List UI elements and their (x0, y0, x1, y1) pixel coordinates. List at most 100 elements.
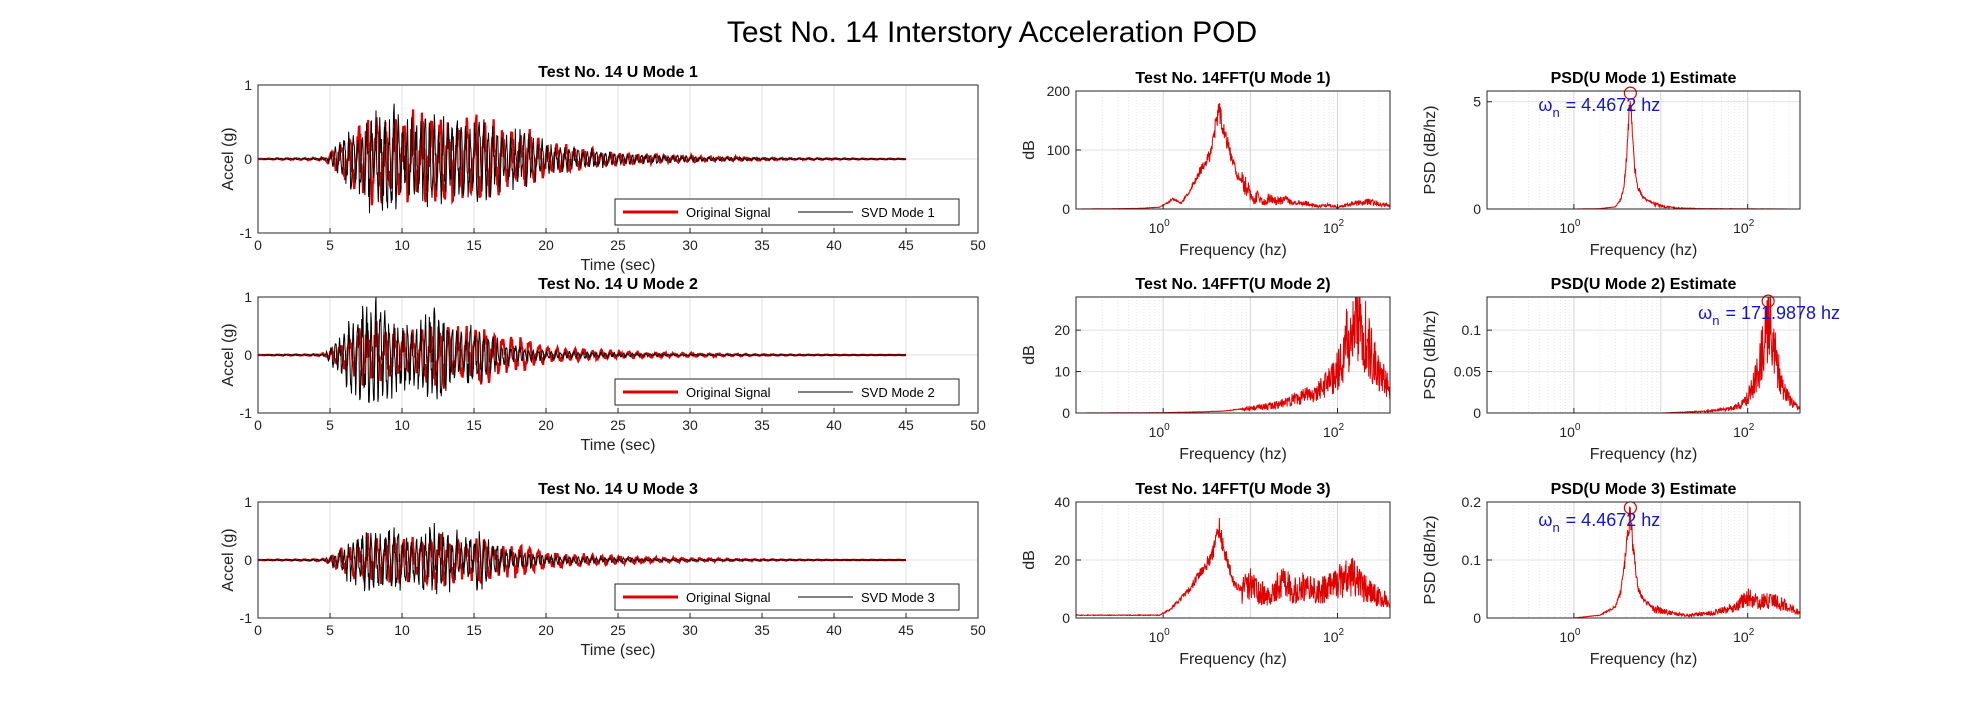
y-axis-label: Accel (g) (220, 528, 237, 591)
y-tick-label: 20 (1054, 322, 1070, 338)
y-tick-label: 0 (1062, 610, 1070, 626)
x-tick-exponent: 0 (1164, 627, 1170, 638)
peak-value: = 4.4672 hz (1566, 510, 1661, 530)
x-axis-label: Time (sec) (581, 642, 656, 659)
x-tick-label: 45 (898, 417, 914, 433)
peak-annotation: ωn = 171.9878 hz (1698, 303, 1840, 328)
y-axis-label: PSD (dB/hz) (1422, 516, 1439, 605)
x-tick-label: 20 (538, 237, 554, 253)
y-axis-label: dB (1021, 345, 1038, 365)
x-tick-label: 25 (610, 237, 626, 253)
legend-label-svd: SVD Mode 1 (861, 205, 935, 220)
subplot-title: Test No. 14 U Mode 1 (538, 64, 698, 81)
legend: Original Signal SVD Mode 2 (614, 378, 960, 406)
axes-box (1486, 90, 1801, 210)
y-tick-label: 0 (244, 552, 252, 568)
x-tick-exponent: 2 (1749, 422, 1755, 433)
y-tick-label: 0.05 (1454, 364, 1481, 380)
x-tick-label: 40 (826, 237, 842, 253)
x-axis-label: Time (sec) (581, 257, 656, 274)
x-axis-label: Frequency (hz) (1179, 446, 1287, 463)
x-tick-label: 5 (326, 417, 334, 433)
y-tick-label: 0 (244, 347, 252, 363)
legend: Original Signal SVD Mode 1 (614, 198, 960, 226)
x-tick-label: 25 (610, 622, 626, 638)
legend-label-original: Original Signal (686, 205, 771, 220)
y-tick-label: 200 (1047, 83, 1071, 99)
series-line-2 (258, 297, 906, 403)
x-tick-label: 15 (466, 622, 482, 638)
y-tick-label: 0.1 (1462, 322, 1482, 338)
x-tick-label: 50 (970, 237, 986, 253)
x-tick-label: 10 (394, 237, 410, 253)
x-axis-label: Frequency (hz) (1590, 242, 1698, 259)
y-tick-label: 0 (1473, 610, 1481, 626)
omega-subscript: n (1552, 520, 1559, 535)
subplot-title: PSD(U Mode 1) Estimate (1551, 70, 1737, 87)
omega-symbol: ω (1698, 303, 1712, 323)
x-tick-label: 0 (254, 237, 262, 253)
y-tick-label: 0 (1473, 201, 1481, 217)
y-tick-label: 0 (1062, 405, 1070, 421)
x-axis-label: Frequency (hz) (1590, 446, 1698, 463)
x-tick-label: 25 (610, 417, 626, 433)
x-tick-label: 30 (682, 622, 698, 638)
peak-value: = 4.4672 hz (1566, 95, 1661, 115)
peak-annotation: ωn = 4.4672 hz (1538, 510, 1660, 535)
y-tick-label: 100 (1047, 142, 1071, 158)
y-axis-label: Accel (g) (220, 323, 237, 386)
figure-title: Test No. 14 Interstory Acceleration POD (727, 16, 1257, 49)
x-tick-exponent: 2 (1339, 627, 1345, 638)
y-tick-label: 1 (244, 289, 252, 305)
y-axis-label: PSD (dB/hz) (1422, 311, 1439, 400)
x-tick-exponent: 0 (1575, 422, 1581, 433)
x-tick-label: 10 (394, 622, 410, 638)
x-axis-label: Frequency (hz) (1179, 651, 1287, 668)
x-axis-label: Time (sec) (581, 437, 656, 454)
y-tick-label: 1 (244, 494, 252, 510)
x-tick-exponent: 2 (1749, 218, 1755, 229)
omega-symbol: ω (1538, 510, 1552, 530)
x-tick-label: 10 (394, 417, 410, 433)
peak-value: = 171.9878 hz (1725, 303, 1840, 323)
x-tick-label: 45 (898, 237, 914, 253)
subplot-title: Test No. 14 U Mode 3 (538, 481, 698, 498)
x-tick-label: 45 (898, 622, 914, 638)
y-axis-label: Accel (g) (220, 127, 237, 190)
subplot-title: PSD(U Mode 3) Estimate (1551, 481, 1737, 498)
x-tick-label: 35 (754, 417, 770, 433)
x-tick-label: 15 (466, 417, 482, 433)
y-tick-label: 40 (1054, 494, 1070, 510)
x-tick-label: 50 (970, 417, 986, 433)
series-line-2 (258, 103, 907, 214)
y-tick-label: -1 (240, 610, 253, 626)
subplot-title: Test No. 14FFT(U Mode 3) (1135, 481, 1330, 498)
y-tick-label: 0.2 (1462, 494, 1482, 510)
legend-label-svd: SVD Mode 2 (861, 385, 935, 400)
y-tick-label: 1 (244, 77, 252, 93)
subplot-title: Test No. 14FFT(U Mode 2) (1135, 276, 1330, 293)
spectrum-line (1075, 517, 1391, 617)
peak-annotation: ωn = 4.4672 hz (1538, 95, 1660, 120)
legend: Original Signal SVD Mode 3 (614, 583, 960, 611)
subplot-title: Test No. 14 U Mode 2 (538, 276, 698, 293)
axes-box (1075, 296, 1391, 414)
y-tick-label: -1 (240, 405, 253, 421)
x-tick-label: 50 (970, 622, 986, 638)
y-tick-label: 0 (1473, 405, 1481, 421)
x-tick-exponent: 2 (1749, 627, 1755, 638)
y-tick-label: 0.1 (1462, 552, 1482, 568)
x-tick-exponent: 0 (1575, 627, 1581, 638)
legend-label-svd: SVD Mode 3 (861, 590, 935, 605)
series-line-2 (258, 522, 906, 595)
y-axis-label: dB (1021, 140, 1038, 160)
y-tick-label: 10 (1054, 364, 1070, 380)
x-tick-exponent: 0 (1164, 422, 1170, 433)
